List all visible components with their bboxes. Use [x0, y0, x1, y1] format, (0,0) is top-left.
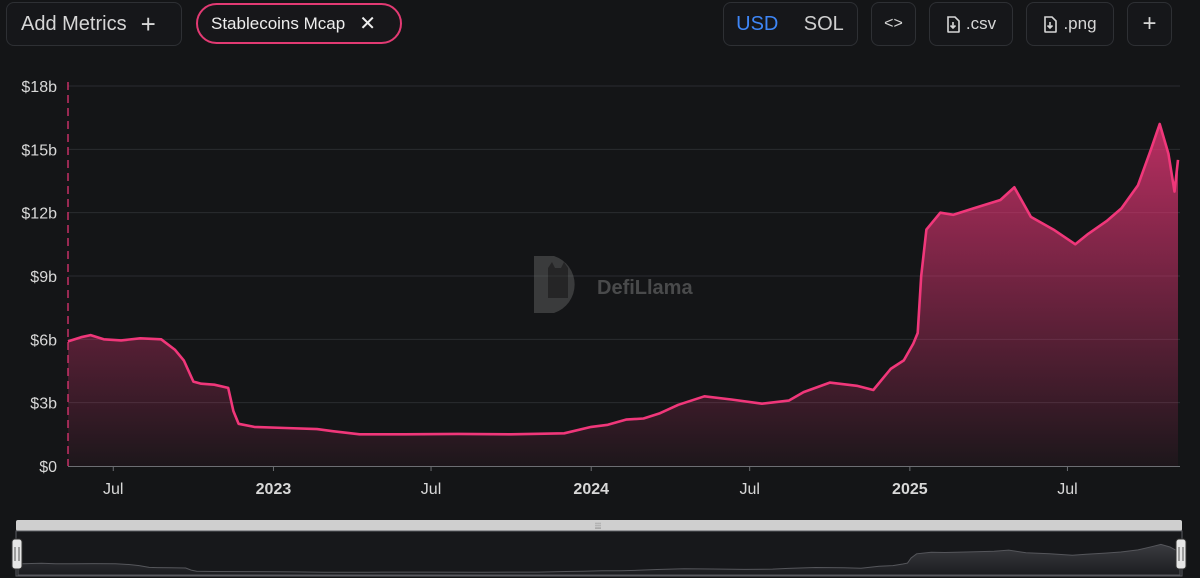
y-tick-label: $15b: [21, 142, 57, 159]
series-line: [67, 122, 1180, 436]
x-tick-label: Jul: [103, 481, 123, 498]
png-label: .png: [1063, 14, 1097, 33]
y-tick-label: $12b: [21, 206, 57, 223]
y-axis: $0 $3b $6b $9b $12b $15b $18b: [21, 79, 57, 476]
download-file-icon: [1044, 15, 1058, 33]
x-tick-label: Jul: [1057, 481, 1077, 498]
navigator-left-handle[interactable]: [11, 538, 23, 570]
defillama-logo-icon: [534, 256, 575, 313]
more-button[interactable]: +: [1127, 2, 1172, 46]
x-tick-label: 2023: [256, 481, 292, 498]
x-tick-label: 2024: [573, 481, 609, 498]
navigator-mini-series: [17, 543, 1181, 576]
plus-icon: +: [1142, 10, 1157, 37]
x-tick-label: 2025: [892, 481, 928, 498]
defillama-watermark: DefiLlama: [534, 256, 693, 313]
series-area: [68, 124, 1178, 466]
currency-option-sol[interactable]: SOL: [803, 12, 844, 35]
range-selection-bar[interactable]: [16, 520, 1182, 531]
navigator-track: [15, 530, 1183, 577]
x-tick-label: Jul: [739, 481, 759, 498]
download-png-button[interactable]: .png: [1026, 2, 1114, 46]
y-tick-label: $18b: [21, 79, 57, 96]
drag-grip-icon[interactable]: ⦙⦙⦙: [595, 521, 601, 531]
currency-toggle: USD SOL: [723, 2, 858, 46]
csv-label: .csv: [965, 14, 997, 33]
y-tick-label: $6b: [30, 332, 57, 349]
download-csv-button[interactable]: .csv: [929, 2, 1013, 46]
add-metrics-button[interactable]: Add Metrics +: [6, 2, 182, 46]
plus-icon: +: [140, 9, 156, 39]
range-navigator[interactable]: ⦙⦙⦙: [11, 520, 1187, 577]
series-layer: [67, 122, 1180, 466]
y-tick-label: $0: [39, 459, 57, 476]
code-icon: <>: [884, 15, 903, 32]
y-tick-label: $3b: [30, 396, 57, 413]
watermark-text: DefiLlama: [597, 277, 693, 299]
embed-code-button[interactable]: <>: [871, 2, 916, 46]
close-icon[interactable]: ✕: [359, 12, 376, 35]
add-metrics-label: Add Metrics: [21, 12, 127, 35]
y-tick-label: $9b: [30, 269, 57, 286]
metric-chip-label: Stablecoins Mcap: [211, 13, 346, 33]
x-tick-label: Jul: [421, 481, 441, 498]
metric-chip-stablecoins-mcap[interactable]: Stablecoins Mcap ✕: [196, 3, 402, 44]
currency-option-usd[interactable]: USD: [736, 12, 779, 35]
x-axis: Jul 2023 Jul 2024 Jul 2025 Jul: [103, 466, 1078, 498]
download-file-icon: [947, 15, 960, 33]
navigator-right-handle[interactable]: [1175, 538, 1187, 570]
chart-grid: [68, 85, 1180, 404]
